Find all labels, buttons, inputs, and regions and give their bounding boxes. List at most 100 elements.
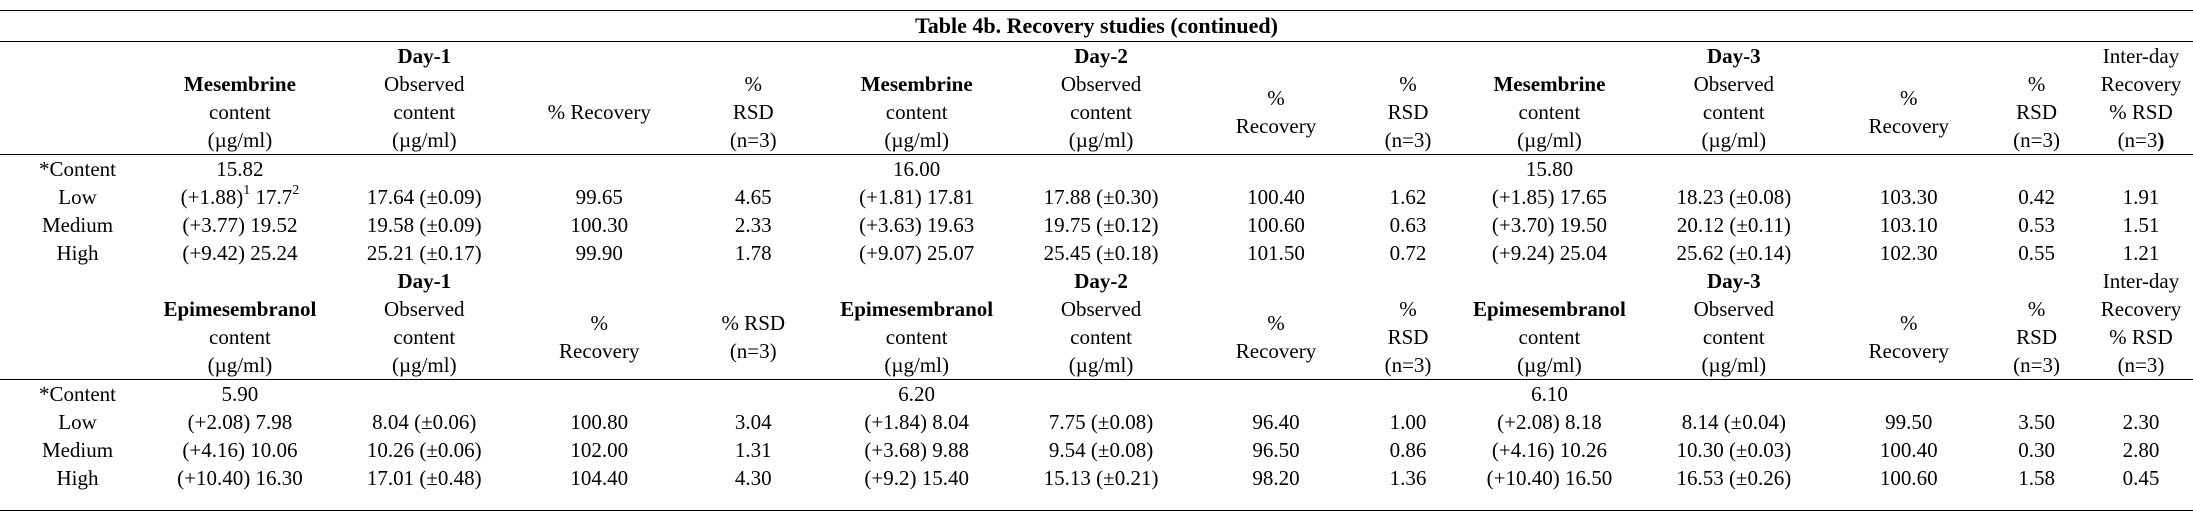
cell: 15.82 — [216, 157, 264, 181]
cell: 0.42 — [2018, 185, 2055, 209]
recovery-header: % Recovery — [523, 295, 675, 380]
cell: (+3.68) 9.88 — [864, 438, 969, 462]
cell: 96.40 — [1252, 410, 1300, 434]
recovery-header: % Recovery — [1833, 295, 1985, 380]
interday-header: Recovery% RSD (n=3) — [2088, 70, 2193, 155]
recovery-header: % Recovery — [523, 70, 675, 155]
table-row: Medium (+3.77) 19.52 19.58 (±0.09) 100.3… — [0, 211, 2193, 239]
section-2-header-row: Epimesembranol content (µg/ml) Observed con… — [0, 295, 2193, 380]
cell: 8.04 (±0.06) — [372, 410, 477, 434]
content-label: *Content — [39, 157, 117, 181]
cell: 1.62 — [1389, 185, 1427, 209]
cell: 0.55 — [2018, 241, 2055, 265]
cell: 99.65 — [575, 185, 623, 209]
day-1-label: Day-1 — [397, 44, 452, 68]
day-2-label: Day-2 — [1074, 44, 1128, 68]
cell: 100.60 — [1879, 466, 1938, 490]
cell: 1.31 — [734, 438, 772, 462]
cell: 25.45 (±0.18) — [1043, 241, 1159, 265]
cell: 18.23 (±0.08) — [1676, 185, 1792, 209]
section-1-header-row: Mesembrine content (µg/ml) Observed content… — [0, 70, 2193, 155]
rsd-header: % RSD (n=3) — [1351, 70, 1465, 155]
cell: 100.40 — [1247, 185, 1305, 209]
row-label: Low — [58, 410, 97, 434]
cell: (+3.70) 19.50 — [1491, 213, 1607, 237]
cell: (+9.24) 25.04 — [1491, 241, 1607, 265]
cell: 19.58 (±0.09) — [366, 213, 482, 237]
cell: 19.75 (±0.12) — [1043, 213, 1159, 237]
row-label: Low — [58, 185, 97, 209]
cell: 6.10 — [1531, 382, 1568, 406]
recovery-header: % Recovery — [1200, 70, 1352, 155]
cell: 1.21 — [2122, 241, 2160, 265]
cell: 100.80 — [570, 410, 629, 434]
cell: 1.51 — [2122, 213, 2160, 237]
cell: 25.21 (±0.17) — [366, 241, 482, 265]
table-row: Medium (+4.16) 10.06 10.26 (±0.06) 102.0… — [0, 436, 2193, 464]
recovery-header: % Recovery — [1833, 70, 1985, 155]
cell: 2.30 — [2122, 410, 2160, 434]
cell: 101.50 — [1247, 241, 1305, 265]
table-row: High (+10.40) 16.30 17.01 (±0.48) 104.40… — [0, 464, 2193, 492]
rsd-header: % RSD (n=3) — [1351, 295, 1465, 380]
cell: 0.63 — [1389, 213, 1427, 237]
cell: (+2.08) 8.18 — [1497, 410, 1602, 434]
recovery-table: Table 4b. Recovery studies (continued) D… — [0, 10, 2193, 492]
rsd-header: % RSD (n=3) — [1984, 295, 2089, 380]
cell: 1.78 — [734, 241, 772, 265]
content-header: Epimesembranol content (µg/ml) — [155, 295, 325, 380]
cell: (+4.16) 10.26 — [1491, 438, 1607, 462]
content-header: Mesembrine content (µg/ml) — [155, 70, 325, 155]
cell: 10.26 (±0.06) — [366, 438, 482, 462]
cell: 20.12 (±0.11) — [1676, 213, 1791, 237]
cell: 8.14 (±0.04) — [1681, 410, 1786, 434]
table-title: Table 4b. Recovery studies (continued) — [0, 10, 2193, 42]
cell: 1.36 — [1389, 466, 1427, 490]
cell: (+9.42) 25.24 — [182, 241, 298, 265]
cell: (+4.16) 10.06 — [182, 438, 298, 462]
table-row: Low (+1.88)1 17.72 17.64 (±0.09) 99.65 4… — [0, 183, 2193, 211]
observed-header: Observed content (µg/ml) — [324, 70, 524, 155]
cell: (+1.88)1 17.72 — [180, 183, 300, 210]
day-2-label: Day-2 — [1074, 269, 1128, 293]
cell: (+1.85) 17.65 — [1491, 185, 1607, 209]
table-row: *Content 15.82 16.00 15.80 — [0, 155, 2193, 184]
cell: 99.50 — [1885, 410, 1933, 434]
cell: 2.80 — [2122, 438, 2160, 462]
cell: (+1.81) 17.81 — [859, 185, 975, 209]
cell: 6.20 — [898, 382, 936, 406]
cell: 1.58 — [2018, 466, 2055, 490]
cell: (+10.40) 16.50 — [1486, 466, 1613, 490]
table-row: Low (+2.08) 7.98 8.04 (±0.06) 100.80 3.0… — [0, 408, 2193, 436]
observed-header: Observed content (µg/ml) — [1634, 295, 1834, 380]
cell: 99.90 — [575, 241, 623, 265]
section-1-day-row: Day-1 Day-2 Day-3 Inter-day — [0, 42, 2193, 71]
cell: 17.64 (±0.09) — [366, 185, 482, 209]
observed-header: Observed content (µg/ml) — [1001, 70, 1201, 155]
cell: 7.75 (±0.08) — [1048, 410, 1154, 434]
day-1-label: Day-1 — [397, 269, 452, 293]
interday-header-line-1: Inter-day — [2102, 269, 2180, 293]
cell: (+3.77) 19.52 — [182, 213, 298, 237]
cell: 100.30 — [570, 213, 629, 237]
content-header: Epimesembranol content (µg/ml) — [1464, 295, 1635, 380]
cell: 9.54 (±0.08) — [1048, 438, 1154, 462]
rsd-header: % RSD (n=3) — [674, 295, 832, 380]
footnote-rule — [0, 510, 2193, 520]
cell: 3.04 — [734, 410, 772, 434]
content-label: *Content — [39, 382, 117, 406]
cell: 16.00 — [893, 157, 941, 181]
cell: 0.72 — [1389, 241, 1427, 265]
cell: 103.30 — [1879, 185, 1938, 209]
cell: 4.65 — [734, 185, 772, 209]
cell: 0.30 — [2018, 438, 2055, 462]
cell: 4.30 — [734, 466, 772, 490]
cell: 17.88 (±0.30) — [1043, 185, 1159, 209]
cell: 15.80 — [1525, 157, 1574, 181]
cell: 0.86 — [1389, 438, 1427, 462]
cell: 1.00 — [1389, 410, 1427, 434]
content-header: Mesembrine content (µg/ml) — [1464, 70, 1635, 155]
cell: 25.62 (±0.14) — [1676, 241, 1792, 265]
cell: 1.91 — [2122, 185, 2160, 209]
